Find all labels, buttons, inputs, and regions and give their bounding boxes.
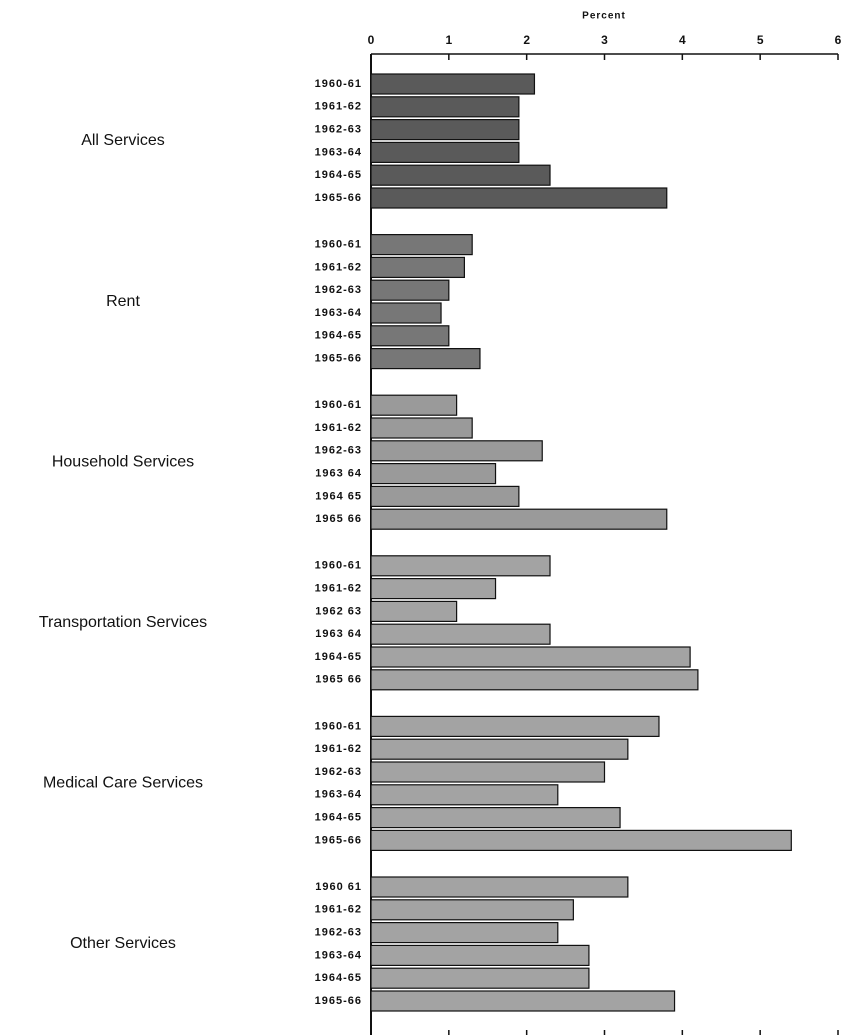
x-tick-label: 6 <box>835 33 842 47</box>
bar <box>370 118 520 141</box>
bar <box>370 944 590 967</box>
x-tick-label: 0 <box>368 33 375 47</box>
bar <box>370 440 543 462</box>
y-tick-label: 1965 66 <box>315 674 362 686</box>
y-tick-label: 1964 65 <box>315 490 362 502</box>
bar <box>370 394 458 416</box>
bar <box>370 921 559 944</box>
bar <box>370 234 473 256</box>
bar <box>370 600 458 623</box>
bar <box>370 302 442 324</box>
bar <box>370 899 574 921</box>
bar <box>370 829 792 852</box>
y-tick-label: 1963 64 <box>315 468 362 480</box>
bar <box>370 784 559 806</box>
bar <box>370 348 481 370</box>
y-tick-label: 1964-65 <box>315 972 362 984</box>
bar <box>370 187 668 209</box>
bar <box>370 761 606 783</box>
y-tick-label: 1965-66 <box>315 192 362 204</box>
y-tick-label: 1963-64 <box>315 789 362 801</box>
bar <box>370 96 520 118</box>
y-tick-label: 1961-62 <box>315 261 362 273</box>
bar <box>370 485 520 507</box>
y-tick-label: 1963-64 <box>315 307 362 319</box>
bar <box>370 967 590 989</box>
bar <box>370 806 621 829</box>
y-tick-label: 1965-66 <box>315 353 362 365</box>
y-tick-label: 1962-63 <box>315 284 362 296</box>
group-label: All Services <box>81 132 165 149</box>
x-tick-label: 5 <box>757 33 764 47</box>
group-label: Other Services <box>70 935 176 952</box>
y-tick-label: 1961-62 <box>315 904 362 916</box>
bar <box>370 417 473 439</box>
bar <box>370 463 497 485</box>
y-tick-label: 1962-63 <box>315 927 362 939</box>
bar <box>370 876 629 898</box>
y-tick-label: 1961-62 <box>315 583 362 595</box>
bar <box>370 715 660 738</box>
bar <box>370 646 691 668</box>
y-tick-label: 1962-63 <box>315 445 362 457</box>
y-tick-label: 1962 63 <box>315 605 362 617</box>
y-tick-label: 1961-62 <box>315 422 362 434</box>
y-tick-label: 1964-65 <box>315 169 362 181</box>
y-tick-label: 1960-61 <box>315 560 362 572</box>
y-tick-label: 1960-61 <box>315 399 362 411</box>
bar <box>370 164 551 186</box>
y-tick-label: 1962-63 <box>315 766 362 778</box>
x-axis-label: Percent <box>582 11 626 22</box>
bar <box>370 256 466 278</box>
bar <box>370 279 450 301</box>
y-tick-label: 1965-66 <box>315 995 362 1007</box>
y-tick-label: 1961-62 <box>315 743 362 755</box>
group-label: Household Services <box>52 453 194 470</box>
bar <box>370 555 551 577</box>
x-tick-label: 3 <box>601 33 608 47</box>
bar <box>370 325 450 347</box>
group-label: Rent <box>106 293 140 310</box>
y-tick-label: 1963-64 <box>315 146 362 158</box>
y-tick-label: 1960 61 <box>315 881 362 893</box>
y-tick-label: 1963 64 <box>315 628 362 640</box>
y-tick-label: 1961-62 <box>315 101 362 113</box>
y-tick-label: 1962-63 <box>315 124 362 136</box>
group-label: Medical Care Services <box>43 775 203 792</box>
bar <box>370 669 699 691</box>
y-tick-label: 1965-66 <box>315 834 362 846</box>
y-tick-label: 1964-65 <box>315 651 362 663</box>
bar <box>370 738 629 760</box>
y-tick-label: 1960-61 <box>315 720 362 732</box>
y-tick-label: 1963-64 <box>315 949 362 961</box>
x-tick-label: 1 <box>445 33 452 47</box>
y-tick-label: 1960-61 <box>315 239 362 251</box>
bar <box>370 990 676 1012</box>
bar <box>370 73 536 95</box>
x-tick-label: 4 <box>679 33 686 47</box>
bar <box>370 508 668 530</box>
y-tick-label: 1965 66 <box>315 513 362 525</box>
bar <box>370 577 497 600</box>
y-tick-label: 1964-65 <box>315 330 362 342</box>
bar <box>370 623 551 645</box>
y-tick-label: 1960-61 <box>315 78 362 90</box>
y-tick-label: 1964-65 <box>315 812 362 824</box>
group-label: Transportation Services <box>39 614 207 631</box>
bar <box>370 141 520 163</box>
x-tick-label: 2 <box>523 33 530 47</box>
